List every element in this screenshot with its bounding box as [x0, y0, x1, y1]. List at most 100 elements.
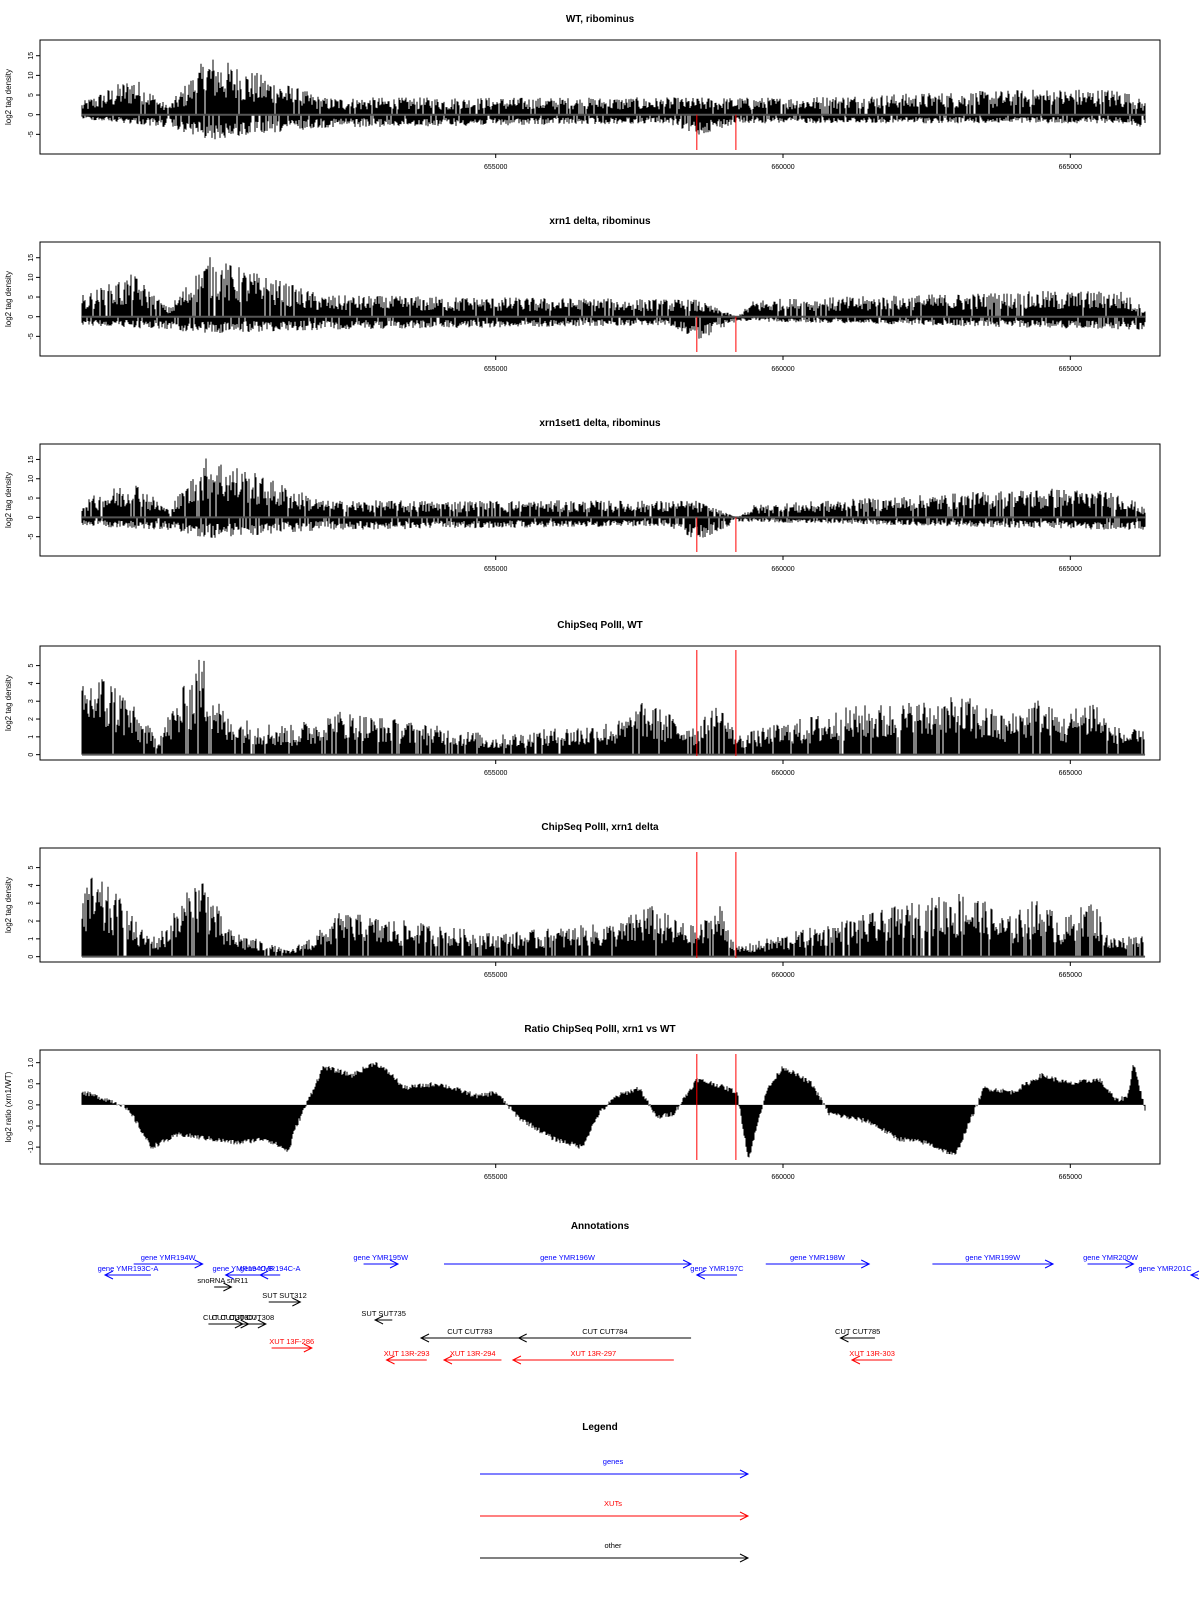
- y-axis-label: log2 tag density: [4, 69, 13, 125]
- feature-XUTs: XUT 13R-293: [384, 1349, 430, 1365]
- plot-frame: [39, 241, 1161, 357]
- x-tick-label: 655000: [484, 366, 507, 373]
- legend-label: other: [604, 1541, 622, 1550]
- strand-arrow: [194, 1259, 204, 1269]
- panel-title: xrn1set1 delta, ribominus: [539, 418, 661, 429]
- y-tick-label: 0: [28, 515, 35, 519]
- y-tick-label: 15: [28, 455, 35, 463]
- feature-XUTs: XUT 13R-297: [511, 1349, 674, 1365]
- feature-other: CUT CUT784: [517, 1327, 692, 1343]
- y-tick-label: 2: [28, 919, 35, 923]
- legend-label: XUTs: [604, 1499, 622, 1508]
- y-tick-label: 0: [28, 315, 35, 319]
- y-tick-label: -1.0: [28, 1141, 35, 1153]
- legend-arrow: [739, 1553, 750, 1563]
- x-tick-label: 665000: [1059, 770, 1082, 777]
- strand-arrow: [224, 1270, 234, 1280]
- y-tick-label: 1.0: [28, 1058, 35, 1068]
- strand-arrow: [373, 1315, 384, 1325]
- y-tick-label: 0.5: [28, 1079, 35, 1089]
- x-tick-label: 665000: [1059, 366, 1082, 373]
- y-tick-label: 5: [28, 496, 35, 500]
- feature-other: CUT CUT308: [229, 1313, 274, 1329]
- plot-frame: [39, 443, 1161, 557]
- strand-arrow: [1125, 1259, 1135, 1269]
- feature-label: gene YMR194C-B: [213, 1264, 274, 1273]
- feature-label: CUT CUT307: [212, 1313, 257, 1322]
- signal-series: [81, 877, 1146, 957]
- legend-arrow: [739, 1469, 750, 1479]
- feature-genes: gene YMR194C-A: [240, 1264, 301, 1280]
- y-tick-label: 1: [28, 937, 35, 941]
- signal-bars: [81, 1062, 1146, 1158]
- strand-arrow: [259, 1270, 269, 1280]
- strand-arrow: [257, 1319, 267, 1329]
- feature-genes: gene YMR194C-B: [213, 1264, 274, 1280]
- panel-4: ChipSeq PolII, WT log2 tag density 0 1 2 3 4 5 6…: [4, 620, 1161, 777]
- plot-frame: [39, 847, 1161, 963]
- y-tick-label: 4: [28, 681, 35, 685]
- x-tick-label: 665000: [1059, 972, 1082, 979]
- signal-bars: [81, 257, 1146, 317]
- y-tick-label: 15: [28, 52, 35, 60]
- y-axis-label: log2 tag density: [4, 675, 13, 731]
- feature-XUTs: XUT 13R-294: [442, 1349, 502, 1365]
- feature-label: gene YMR198W: [790, 1253, 846, 1262]
- feature-XUTs: XUT 13R-303: [849, 1349, 895, 1365]
- feature-other: CUT CUT783: [419, 1327, 519, 1343]
- panel-6: Ratio ChipSeq PolII, xrn1 vs WT log2 rati…: [4, 1024, 1161, 1181]
- legend-item-other: other: [480, 1541, 750, 1563]
- signal-series: [81, 458, 1146, 538]
- feature-label: XUT 13R-293: [384, 1349, 430, 1358]
- x-tick-label: 660000: [771, 1174, 794, 1181]
- feature-label: CUT CUT308: [229, 1313, 274, 1322]
- feature-genes: gene YMR195W: [353, 1253, 409, 1269]
- strand-arrow: [385, 1355, 395, 1365]
- feature-genes: gene YMR200W: [1083, 1253, 1139, 1269]
- feature-label: XUT 13R-294: [450, 1349, 496, 1358]
- feature-genes: gene YMR196W: [443, 1253, 693, 1269]
- y-tick-label: -5: [28, 533, 35, 539]
- x-tick-label: 660000: [771, 566, 794, 573]
- strand-arrow: [517, 1333, 527, 1343]
- y-tick-label: 10: [28, 273, 35, 281]
- feature-other: SUT SUT312: [262, 1291, 307, 1307]
- feature-other: SUT SUT735: [361, 1309, 406, 1325]
- panel-title: Ratio ChipSeq PolII, xrn1 vs WT: [524, 1024, 675, 1035]
- signal-series: [81, 1062, 1146, 1158]
- strand-arrow: [442, 1355, 453, 1365]
- signal-bars: [81, 659, 1146, 755]
- strand-arrow: [223, 1282, 233, 1292]
- feature-label: CUT CUT783: [447, 1327, 492, 1336]
- signal-series: [81, 257, 1146, 339]
- strand-arrow: [103, 1270, 114, 1280]
- feature-label: SUT SUT312: [262, 1291, 306, 1300]
- y-tick-label: -5: [28, 131, 35, 137]
- y-tick-label: 10: [28, 71, 35, 79]
- feature-label: gene YMR194W: [141, 1253, 197, 1262]
- y-axis-label: log2 tag density: [4, 472, 13, 528]
- feature-genes: gene YMR194W: [133, 1253, 204, 1269]
- panel-title: ChipSeq PolII, xrn1 delta: [541, 822, 659, 833]
- feature-label: gene YMR196W: [540, 1253, 596, 1262]
- feature-label: CUT CUT784: [582, 1327, 627, 1336]
- signal-bars: [81, 316, 1146, 339]
- y-tick-label: 15: [28, 254, 35, 262]
- plot-frame: [39, 39, 1161, 155]
- feature-genes: gene YMR201C: [1138, 1264, 1200, 1280]
- feature-label: snoRNA snR11: [197, 1276, 248, 1285]
- feature-label: gene YMR200W: [1083, 1253, 1139, 1262]
- x-tick-label: 660000: [771, 366, 794, 373]
- feature-label: gene YMR201C: [1138, 1264, 1192, 1273]
- strand-arrow: [839, 1333, 849, 1343]
- feature-label: gene YMR197C: [690, 1264, 744, 1273]
- signal-series: [81, 59, 1146, 140]
- strand-arrow: [682, 1259, 693, 1269]
- y-tick-label: 3: [28, 699, 35, 703]
- feature-label: CUT CUT306: [203, 1313, 248, 1322]
- y-tick-label: 5: [28, 664, 35, 668]
- y-axis-label: log2 tag density: [4, 877, 13, 933]
- strand-arrow: [1044, 1259, 1055, 1269]
- y-tick-label: 0: [28, 955, 35, 959]
